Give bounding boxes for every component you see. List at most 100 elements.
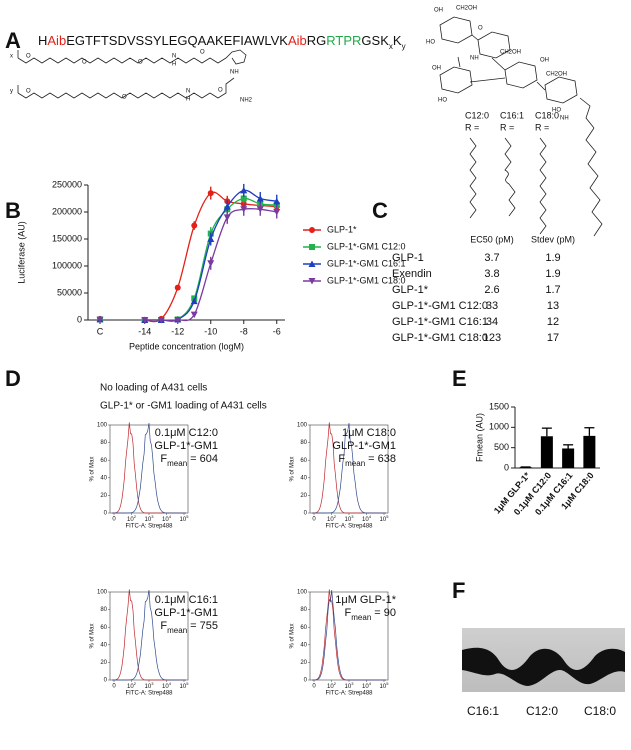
f-subscript: mean (345, 459, 365, 468)
tick-exp: 3 (151, 681, 154, 686)
structure-label: H (172, 62, 176, 68)
tick-exp: 4 (369, 681, 372, 686)
sequence-part: EGTFTSDVSSYLEGQAAKEFIAWLVK (66, 33, 288, 48)
structure-label: N (172, 54, 176, 60)
y-tick-label: 0 (304, 678, 308, 684)
y-tick-label: 40 (300, 642, 307, 648)
sequence-part: RTPR (326, 33, 361, 48)
structure-label: NH (230, 70, 239, 76)
marker (240, 186, 248, 194)
tick-base: 10 (180, 517, 187, 523)
y-tick-label: 40 (300, 475, 307, 481)
marker (207, 235, 215, 242)
panel-letter: F (452, 578, 465, 603)
y-tick-label: 150000 (52, 233, 82, 243)
y-tick-label: 80 (100, 440, 107, 446)
structure-label: N (186, 89, 190, 95)
x-tick-label: 0 (112, 517, 116, 523)
marker (273, 197, 281, 205)
x-axis-label: FITC-A: Strep488 (125, 524, 173, 530)
y-tick-label: 0 (104, 678, 108, 684)
y-tick-label: 20 (300, 660, 307, 666)
structure-label: H (186, 97, 190, 103)
bar (540, 436, 553, 468)
structure-label: HO (552, 108, 561, 114)
x-tick-label: 0 (312, 517, 316, 523)
table-cell: 17 (547, 332, 559, 344)
f-subscript: mean (167, 459, 187, 468)
y-tick-label: 250000 (52, 179, 82, 189)
lipid-name: C16:1 (500, 110, 524, 120)
histogram (112, 423, 186, 514)
tick-base: 10 (380, 517, 387, 523)
x-tick-label: -12 (171, 326, 184, 336)
structure-label: NH (470, 56, 479, 62)
y-tick-label: 20 (300, 493, 307, 499)
x-tick-label: 102 (327, 514, 337, 523)
tick-base: 10 (327, 684, 334, 690)
y-axis-label: Fmean (AU) (474, 413, 484, 462)
x-axis-label: FITC-A: Strep488 (325, 524, 373, 530)
lane-label: C12:0 (526, 704, 558, 718)
table-cell: 1.9 (545, 268, 560, 280)
table-cell: GLP-1* (392, 284, 429, 296)
tick-exp: 5 (186, 514, 189, 519)
legend-label: GLP-1* or -GM1 loading of A431 cells (100, 401, 267, 412)
annotation: Fmean = 638 (338, 453, 396, 468)
marker (309, 244, 315, 250)
marker (308, 260, 316, 267)
structure-label: OH (540, 58, 549, 64)
y-tick-label: 0 (504, 462, 509, 472)
marker (190, 311, 198, 319)
y-tick-label: 60 (300, 625, 307, 631)
table-cell: 123 (483, 332, 501, 344)
tick-exp: 5 (386, 681, 389, 686)
tick-base: 10 (162, 684, 169, 690)
structure-label: O (478, 26, 483, 32)
legend-label: GLP-1*-GM1 C16:1 (327, 258, 406, 268)
marker (308, 278, 316, 285)
y-tick-label: 0 (104, 511, 108, 517)
x-tick-label: 0 (112, 684, 116, 690)
tick-exp: 2 (134, 681, 137, 686)
tick-exp: 4 (369, 514, 372, 519)
marker (191, 222, 198, 229)
structure-label: O (122, 95, 127, 101)
y-tick-label: 20 (100, 493, 107, 499)
tick-exp: 2 (134, 514, 137, 519)
table-cell: 33 (486, 300, 498, 312)
annotation: Fmean = 604 (160, 453, 218, 468)
legend-label: GLP-1*-GM1 C18:0 (327, 275, 406, 285)
blot-band (462, 647, 625, 686)
marker (223, 203, 231, 210)
glycan-structure (439, 16, 603, 237)
x-tick-label: -6 (273, 326, 281, 336)
marker (207, 190, 214, 197)
sequence-part: H (38, 33, 47, 48)
histogram (312, 423, 386, 514)
fit-line (144, 189, 277, 322)
marker (240, 206, 248, 213)
bar (562, 448, 575, 468)
x-axis-label: FITC-A: Strep488 (125, 691, 173, 697)
annotation: Fmean = 90 (345, 607, 396, 622)
f-symbol: F (160, 620, 167, 632)
x-tick-label: 102 (127, 514, 137, 523)
marker (157, 317, 165, 324)
structure-label: CH2OH (456, 6, 477, 12)
tick-base: 10 (362, 684, 369, 690)
tick-base: 10 (145, 684, 152, 690)
panel-letter: C (372, 198, 388, 223)
marker (256, 206, 264, 213)
y-axis-label: % of Max (90, 456, 96, 481)
y-tick-label: 1000 (489, 422, 509, 432)
x-tick-label: 104 (162, 681, 172, 690)
y-tick-label: 100000 (52, 260, 82, 270)
sequence-part: K (393, 33, 402, 48)
table-cell: 1.7 (545, 284, 560, 296)
x-tick-label: 104 (162, 514, 172, 523)
legend-label: GLP-1*-GM1 C12:0 (327, 241, 406, 251)
sequence-part: Aib (288, 33, 307, 48)
structure-label: OH (434, 8, 443, 14)
annotation: 0.1μM C12:0 (155, 427, 218, 439)
